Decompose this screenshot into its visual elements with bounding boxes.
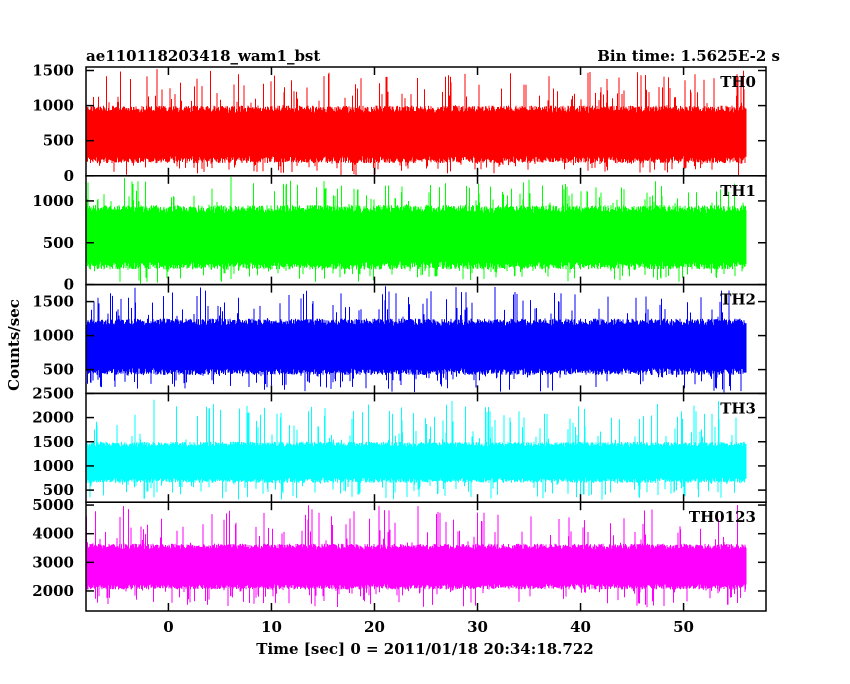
- y-tick-label: 2000: [32, 582, 74, 600]
- y-tick-label: 1000: [32, 192, 74, 210]
- panel-th0123-frame: [85, 501, 767, 612]
- x-tick-labels: 0 10 20 30 40 50: [163, 618, 694, 636]
- series-th1-line: [85, 177, 747, 284]
- y-tick-label: 1500: [32, 433, 74, 451]
- panel-group: 0 500 1000 1500 TH0 0 500 1000 TH1 500 1000 1500 TH2…: [32, 62, 767, 612]
- y-tick-label: 500: [43, 132, 74, 150]
- y-tick-label: 1000: [32, 97, 74, 115]
- y-tick-label: 0: [64, 167, 74, 185]
- panel-label-th2: TH2: [720, 291, 756, 309]
- y-tick-label: 500: [43, 361, 74, 379]
- series-th0123-line: [85, 505, 747, 608]
- series-th2-line: [85, 286, 747, 393]
- series-th0-line: [85, 69, 747, 176]
- panel-label-th3: TH3: [720, 399, 756, 417]
- y-tick-label: 4000: [32, 525, 74, 543]
- x-tick-label: 30: [467, 618, 488, 636]
- panel-label-th1: TH1: [720, 182, 756, 200]
- x-tick-label: 20: [364, 618, 385, 636]
- x-tick-label: 50: [673, 618, 694, 636]
- panel-label-th0123: TH0123: [689, 508, 756, 526]
- y-tick-label: 1000: [32, 327, 74, 345]
- y-tick-label: 0: [64, 276, 74, 294]
- y-tick-label: 1000: [32, 457, 74, 475]
- y-axis-label: Counts/sec: [5, 299, 23, 391]
- y-tick-label: 2500: [32, 384, 74, 402]
- panel-th0123: 2000 3000 4000 5000 TH0123: [32, 496, 767, 612]
- x-axis-label: Time [sec] 0 = 2011/01/18 20:34:18.722: [256, 640, 593, 658]
- x-tick-label: 10: [261, 618, 282, 636]
- y-tick-label: 2000: [32, 409, 74, 427]
- y-tick-label: 500: [43, 481, 74, 499]
- x-tick-label: 40: [570, 618, 591, 636]
- panel-th1: 0 500 1000 TH1: [32, 175, 767, 294]
- bin-time-label: Bin time: 1.5625E-2 s: [597, 47, 780, 65]
- y-tick-label: 1500: [32, 293, 74, 311]
- y-tick-label: 5000: [32, 496, 74, 514]
- y-tick-label: 3000: [32, 553, 74, 571]
- panel-label-th0: TH0: [720, 73, 756, 91]
- panel-th3: 500 1000 1500 2000 2500 TH3: [32, 384, 767, 503]
- panel-th0: 0 500 1000 1500 TH0: [32, 62, 767, 185]
- panel-th2: 500 1000 1500 TH2: [32, 283, 767, 395]
- y-tick-label: 500: [43, 234, 74, 252]
- x-tick-label: 0: [163, 618, 173, 636]
- series-th3-line: [85, 399, 747, 500]
- y-tick-label: 1500: [32, 62, 74, 80]
- plot-title: ae110118203418_wam1_bst: [86, 47, 320, 65]
